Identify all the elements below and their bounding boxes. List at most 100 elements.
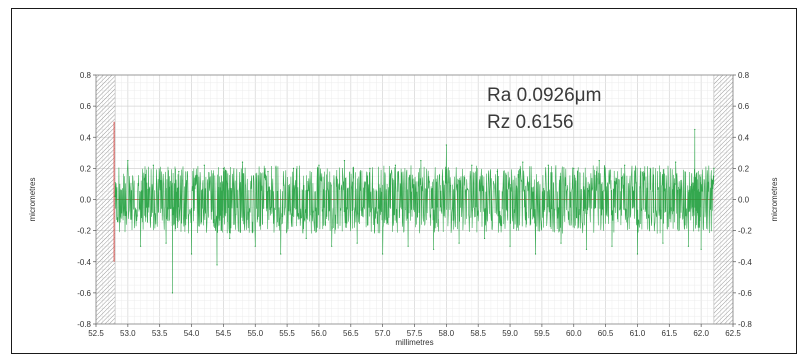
data-point bbox=[522, 161, 524, 163]
x-axis-label: millimetres bbox=[395, 338, 433, 347]
data-point bbox=[471, 164, 473, 166]
y-tick-label-right: -0.4 bbox=[738, 258, 752, 267]
data-point bbox=[171, 292, 174, 294]
x-tick-label: 53.0 bbox=[120, 329, 136, 338]
x-tick-label: 61.5 bbox=[662, 329, 678, 338]
y-tick-label-right: 0.8 bbox=[738, 71, 750, 80]
data-point bbox=[611, 245, 613, 247]
x-tick-label: 55.0 bbox=[247, 329, 263, 338]
data-point bbox=[127, 159, 129, 162]
data-point bbox=[713, 167, 715, 169]
data-point bbox=[636, 253, 639, 255]
data-point bbox=[675, 161, 677, 163]
y-axis-label-right: micrometres bbox=[770, 177, 779, 221]
x-tick-label: 58.5 bbox=[470, 329, 486, 338]
data-point bbox=[433, 248, 435, 250]
y-tick-label-right: 0.2 bbox=[738, 164, 750, 173]
data-point bbox=[178, 170, 180, 173]
x-tick-label: 52.5 bbox=[88, 329, 104, 338]
data-point bbox=[649, 167, 651, 169]
x-tick-label: 54.0 bbox=[184, 329, 200, 338]
data-point bbox=[318, 164, 320, 166]
y-tick-label-right: -0.2 bbox=[738, 227, 752, 236]
y-axis-label-left: micrometres bbox=[28, 177, 37, 221]
x-tick-label: 61.0 bbox=[630, 329, 646, 338]
data-point bbox=[547, 164, 549, 166]
data-point bbox=[598, 159, 600, 162]
x-tick-label: 55.5 bbox=[279, 329, 295, 338]
x-tick-label: 62.0 bbox=[693, 329, 709, 338]
data-point bbox=[534, 253, 537, 255]
data-point bbox=[331, 245, 333, 247]
series-trace bbox=[114, 128, 715, 294]
data-point bbox=[509, 245, 511, 247]
y-tick-label-right: 0.0 bbox=[738, 196, 750, 205]
data-point bbox=[687, 245, 690, 247]
y-tick-label-left: -0.2 bbox=[77, 227, 91, 236]
x-tick-label: 53.5 bbox=[152, 329, 168, 338]
x-tick-label: 56.5 bbox=[343, 329, 359, 338]
data-point bbox=[420, 159, 422, 162]
data-point bbox=[458, 242, 460, 244]
y-tick-label-left: 0.2 bbox=[80, 164, 92, 173]
x-tick-label: 56.0 bbox=[311, 329, 327, 338]
y-axis-right: 0.8 0.6 0.4 0.2 0.0 -0.2 -0.4 -0.6 -0.8 bbox=[733, 71, 752, 329]
data-point bbox=[229, 237, 231, 240]
data-point bbox=[292, 167, 295, 169]
data-point bbox=[700, 248, 702, 250]
x-tick-label: 58.0 bbox=[439, 329, 455, 338]
data-point bbox=[305, 237, 307, 240]
x-tick-label: 54.5 bbox=[216, 329, 232, 338]
data-point bbox=[241, 161, 244, 163]
y-tick-label-left: 0.0 bbox=[80, 196, 92, 205]
x-axis: 52.5 53.0 53.5 54.0 54.5 55.0 55.5 56.0 56.5 57.0… bbox=[88, 324, 741, 338]
excluded-region bbox=[713, 74, 734, 325]
x-tick-label: 60.0 bbox=[566, 329, 582, 338]
data-point bbox=[152, 164, 154, 166]
data-point bbox=[139, 245, 142, 247]
y-tick-label-right: -0.8 bbox=[738, 320, 752, 329]
data-point bbox=[190, 253, 193, 255]
x-tick-label: 59.5 bbox=[534, 329, 550, 338]
y-tick-label-right: 0.6 bbox=[738, 102, 750, 111]
y-axis-left: 0.8 0.6 0.4 0.2 0.0 -0.2 -0.4 -0.6 -0.8 bbox=[77, 71, 96, 329]
data-point bbox=[216, 264, 218, 266]
y-tick-label-left: 0.6 bbox=[80, 102, 92, 111]
y-tick-label-left: -0.4 bbox=[77, 258, 91, 267]
y-tick-label-right: 0.4 bbox=[738, 133, 750, 142]
data-point bbox=[267, 170, 269, 173]
data-point bbox=[165, 242, 167, 244]
rz-annotation: Rz 0.6156 bbox=[487, 112, 574, 133]
data-point bbox=[662, 242, 664, 244]
data-point bbox=[114, 195, 116, 197]
data-point bbox=[203, 164, 205, 166]
x-tick-label: 57.5 bbox=[407, 329, 423, 338]
y-tick-label-left: 0.4 bbox=[80, 133, 92, 142]
data-point bbox=[369, 167, 371, 169]
data-point bbox=[407, 245, 409, 247]
data-point bbox=[624, 164, 626, 166]
data-point bbox=[496, 170, 498, 173]
data-point bbox=[573, 167, 575, 169]
data-point bbox=[694, 128, 696, 131]
y-tick-label-right: -0.6 bbox=[738, 289, 752, 298]
data-point bbox=[394, 164, 396, 166]
ra-annotation: Ra 0.0926μm bbox=[487, 85, 601, 106]
data-point bbox=[280, 253, 282, 255]
data-point bbox=[483, 237, 486, 240]
data-point bbox=[254, 245, 256, 247]
data-point bbox=[585, 248, 588, 250]
data-point bbox=[445, 144, 447, 146]
y-tick-label-left: 0.8 bbox=[80, 71, 92, 80]
x-tick-label: 57.0 bbox=[375, 329, 391, 338]
data-point bbox=[343, 159, 346, 162]
x-tick-label: 59.0 bbox=[502, 329, 518, 338]
data-point bbox=[382, 253, 384, 255]
y-tick-label-left: -0.8 bbox=[77, 320, 91, 329]
x-tick-label: 60.5 bbox=[598, 329, 614, 338]
data-point bbox=[356, 242, 358, 244]
excluded-region bbox=[95, 74, 116, 325]
y-tick-label-left: -0.6 bbox=[77, 289, 91, 298]
data-point bbox=[222, 167, 224, 169]
